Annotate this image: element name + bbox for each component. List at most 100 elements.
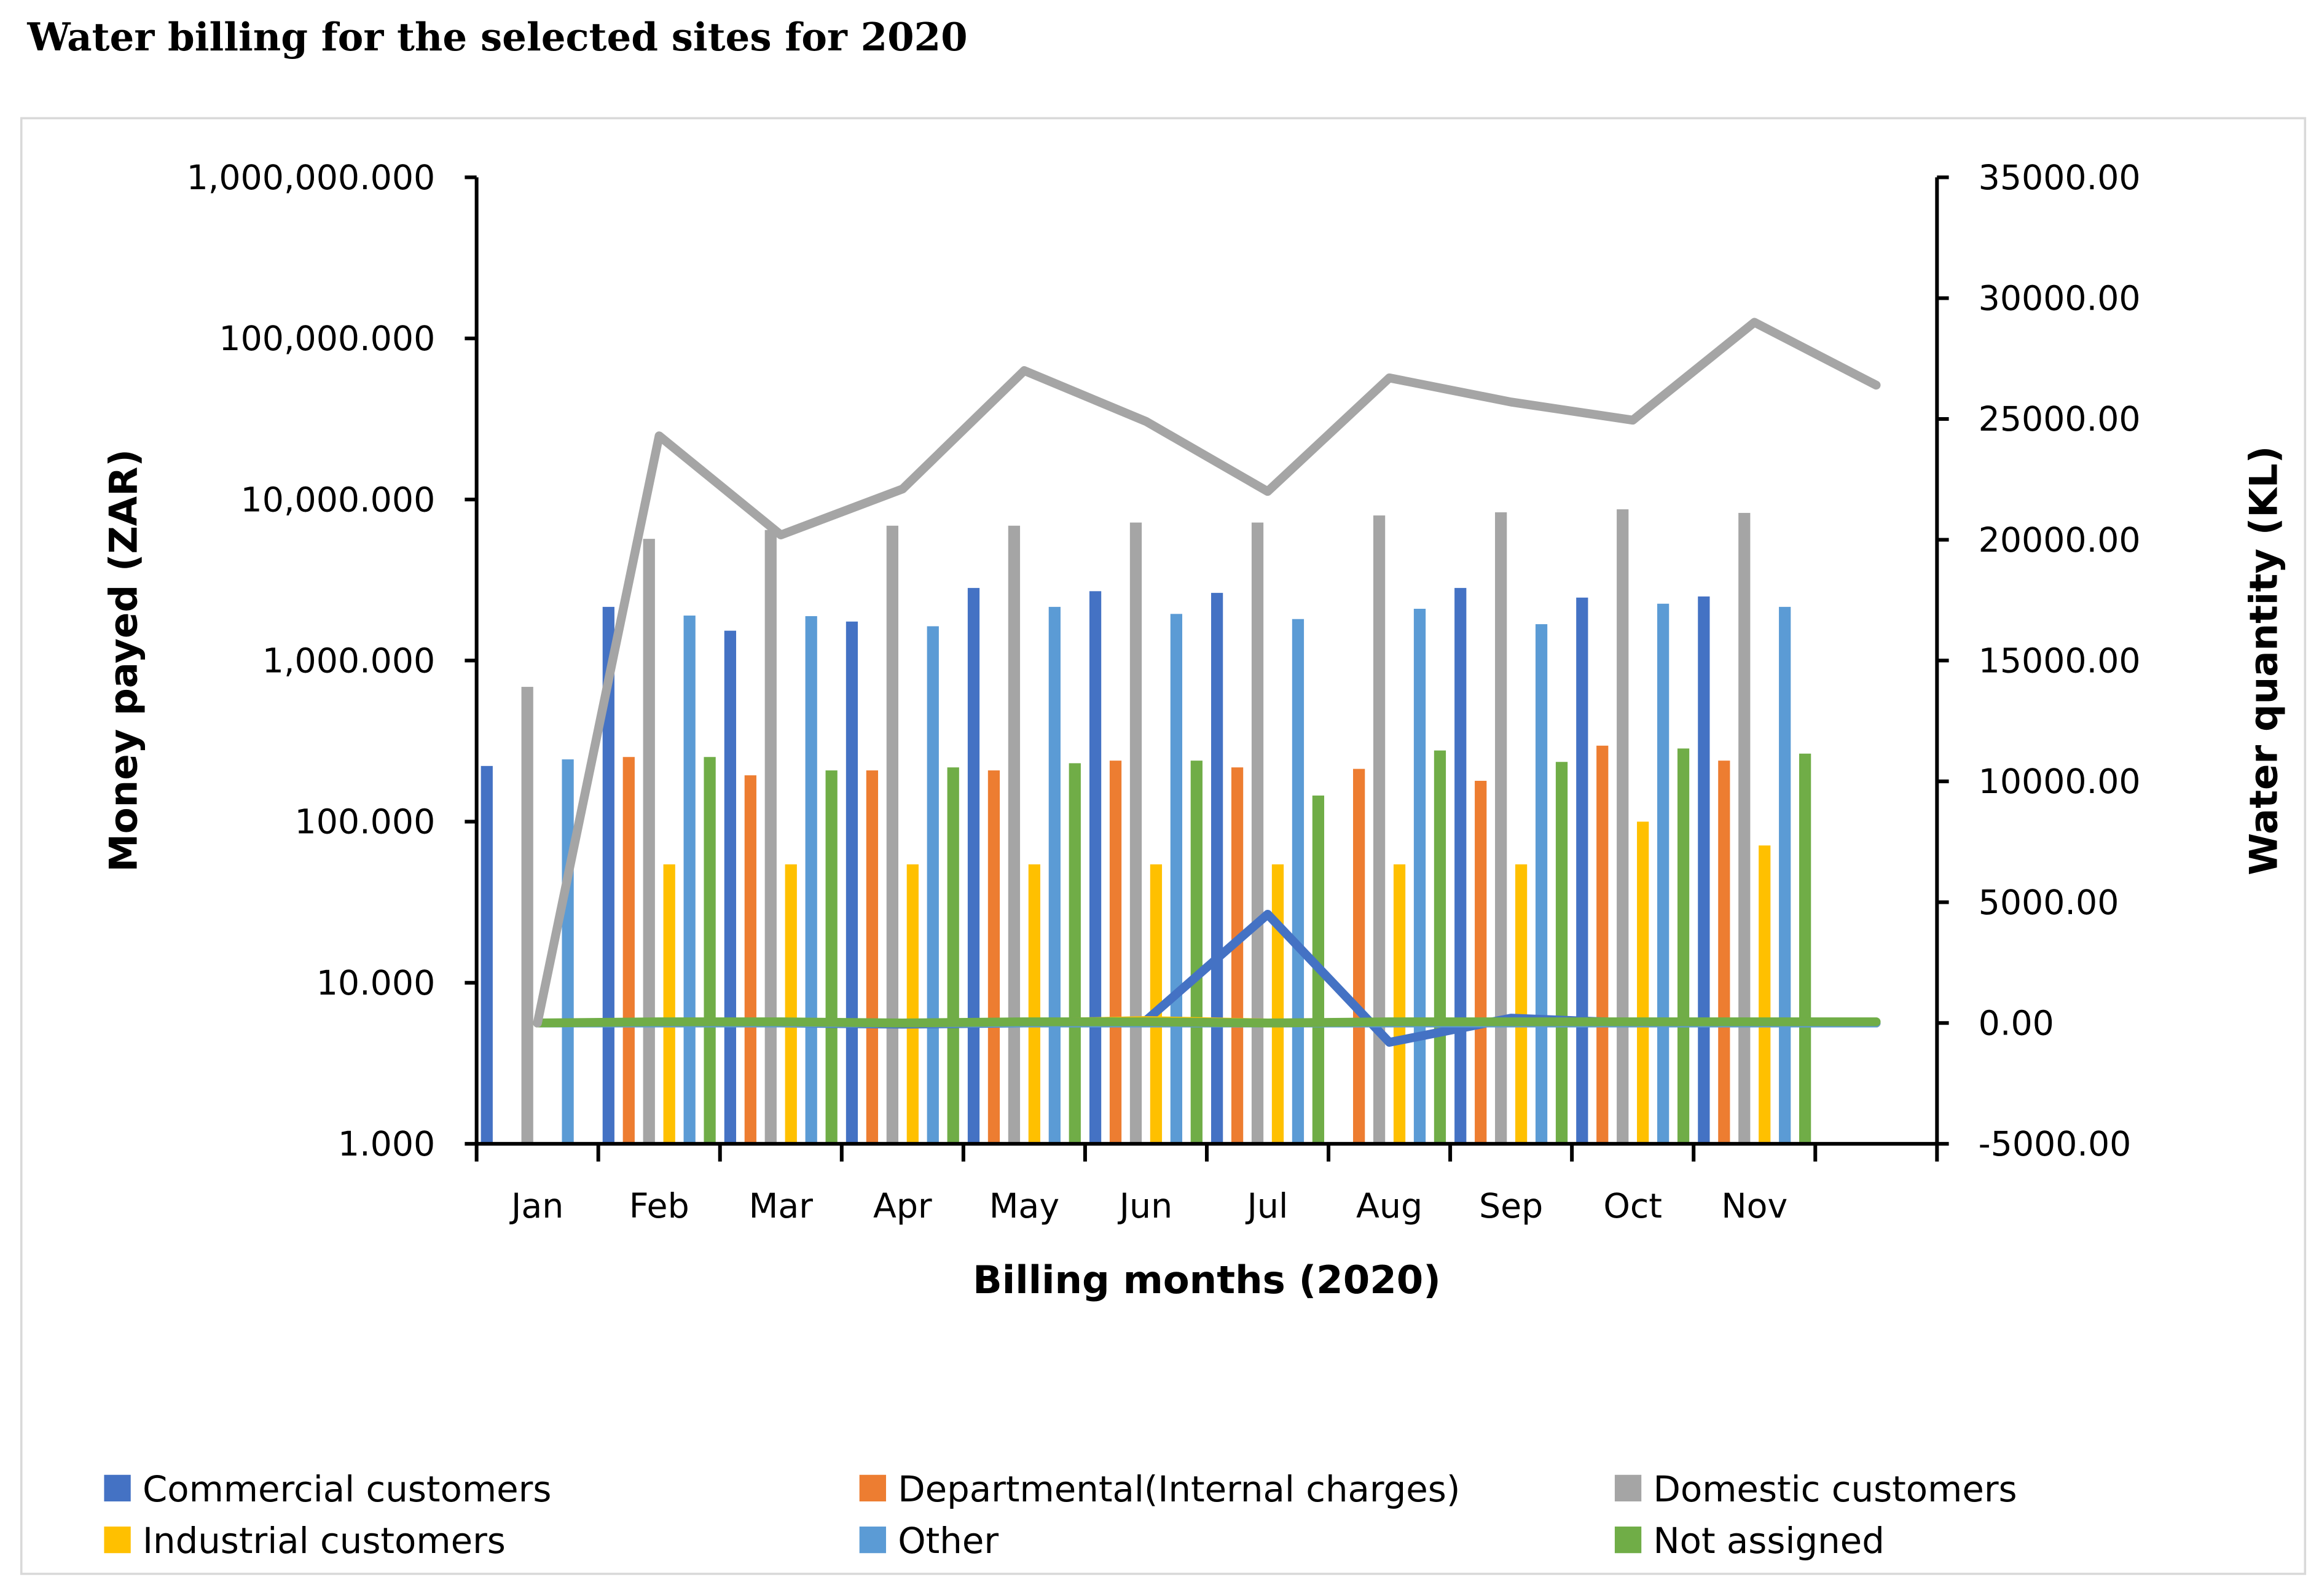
- bar-industrial-customers-Mar: [785, 864, 797, 1144]
- bar-domestic-customers-Jan: [521, 687, 533, 1144]
- bar-departmental-internal-charges--Nov: [1718, 761, 1730, 1144]
- bar-commercial-customers-Mar: [724, 630, 737, 1144]
- x-tick-label: Jul: [1246, 1187, 1289, 1226]
- bar-domestic-customers-Aug: [1373, 515, 1386, 1144]
- x-tick-label: Apr: [873, 1187, 932, 1226]
- bar-other-Aug: [1413, 608, 1426, 1144]
- x-tick-label: Feb: [629, 1187, 689, 1226]
- bar-departmental-internal-charges--Oct: [1596, 745, 1609, 1144]
- x-tick-label: Sep: [1479, 1187, 1543, 1226]
- bars: [481, 509, 1811, 1144]
- y-axis-label: Money payed (ZAR): [101, 449, 146, 872]
- bar-not-assigned-Oct: [1677, 748, 1690, 1144]
- y2-tick-label: 5000.00: [1979, 883, 2119, 923]
- lines: [533, 318, 1881, 1047]
- bar-other-Feb: [683, 616, 696, 1144]
- x-tick-label: May: [989, 1187, 1059, 1226]
- y2-tick-label: 20000.00: [1979, 521, 2141, 560]
- bar-commercial-customers-Oct: [1576, 597, 1588, 1144]
- bar-other-Mar: [805, 616, 817, 1144]
- bar-domestic-customers-Mar: [764, 530, 777, 1144]
- y-tick-label: 10,000.000: [241, 480, 436, 520]
- bar-other-Nov: [1779, 606, 1791, 1144]
- bar-departmental-internal-charges--Apr: [866, 770, 879, 1144]
- y2-tick-label: 30000.00: [1979, 280, 2141, 319]
- bar-not-assigned-Nov: [1799, 753, 1811, 1144]
- bar-commercial-customers-Jul: [1211, 593, 1223, 1144]
- legend-swatch: [1614, 1474, 1642, 1502]
- bar-commercial-customers-Apr: [846, 621, 858, 1144]
- bar-not-assigned-Feb: [704, 757, 716, 1144]
- y-tick-label: 10.000: [316, 964, 436, 1003]
- bar-commercial-customers-Nov: [1698, 596, 1710, 1144]
- legend-swatch: [1614, 1526, 1642, 1554]
- bar-domestic-customers-Jul: [1251, 522, 1264, 1144]
- bar-domestic-customers-Apr: [886, 525, 898, 1144]
- line-series-5: [533, 318, 1881, 1028]
- chart-frame: [20, 117, 2307, 1575]
- bar-industrial-customers-Oct: [1637, 821, 1649, 1144]
- bar-not-assigned-Jun: [1190, 761, 1203, 1144]
- y2-tick-label: 0.00: [1979, 1004, 2054, 1043]
- bar-domestic-customers-Jun: [1129, 522, 1142, 1144]
- bar-commercial-customers-Feb: [602, 606, 614, 1144]
- bar-departmental-internal-charges--May: [987, 770, 1000, 1144]
- bar-not-assigned-Aug: [1434, 750, 1446, 1144]
- bar-other-May: [1048, 606, 1061, 1144]
- bar-departmental-internal-charges--Sep: [1475, 781, 1487, 1144]
- bar-departmental-internal-charges--Aug: [1353, 769, 1365, 1144]
- bar-industrial-customers-Aug: [1393, 864, 1406, 1144]
- bar-domestic-customers-Oct: [1617, 509, 1629, 1144]
- bar-industrial-customers-Feb: [663, 864, 675, 1144]
- bar-industrial-customers-May: [1028, 864, 1040, 1144]
- legend-swatch: [104, 1474, 131, 1502]
- x-tick-label: Jan: [509, 1187, 563, 1226]
- y-tick-label: 100.000: [295, 803, 436, 842]
- bar-industrial-customers-Jul: [1271, 864, 1284, 1144]
- legend-label: Departmental(Internal charges): [898, 1468, 1460, 1510]
- bar-other-Sep: [1535, 624, 1548, 1144]
- line-series-4: [533, 1017, 1881, 1028]
- y2-tick-label: 15000.00: [1979, 642, 2141, 681]
- legend-label: Not assigned: [1653, 1520, 1884, 1562]
- bar-industrial-customers-Jun: [1150, 864, 1163, 1144]
- bar-commercial-customers-May: [967, 588, 980, 1144]
- y-tick-label: 1.000: [338, 1125, 435, 1164]
- legend-label: Other: [898, 1520, 999, 1562]
- bar-industrial-customers-Sep: [1515, 864, 1528, 1144]
- bar-departmental-internal-charges--Jun: [1109, 761, 1122, 1144]
- bar-commercial-customers-Sep: [1454, 588, 1467, 1144]
- legend-swatch: [859, 1526, 886, 1554]
- y-tick-label: 1,000,000.000: [187, 158, 436, 198]
- y-tick-label: 100,000.000: [219, 319, 435, 359]
- bar-industrial-customers-Apr: [906, 864, 919, 1144]
- bar-not-assigned-Sep: [1555, 762, 1568, 1144]
- bar-commercial-customers-Jun: [1089, 591, 1102, 1144]
- bar-not-assigned-May: [1069, 763, 1081, 1144]
- x-tick-label: Jun: [1118, 1187, 1172, 1226]
- y2-tick-label: -5000.00: [1979, 1125, 2132, 1164]
- bar-other-Jun: [1170, 614, 1183, 1144]
- legend-label: Industrial customers: [143, 1520, 506, 1562]
- y-tick-label: 1,000.000: [262, 642, 436, 681]
- bar-other-Oct: [1657, 603, 1670, 1144]
- x-tick-label: Aug: [1356, 1187, 1422, 1226]
- y2-tick-label: 10000.00: [1979, 762, 2141, 802]
- axes: 1.000 10.000 100.000 1,000.000 10,000.000 100…: [187, 158, 2141, 1226]
- y2-tick-label: 25000.00: [1979, 400, 2141, 439]
- legend-label: Domestic customers: [1653, 1468, 2017, 1510]
- legend-swatch: [104, 1526, 131, 1554]
- bar-departmental-internal-charges--Feb: [622, 757, 635, 1144]
- bar-departmental-internal-charges--Mar: [744, 775, 756, 1144]
- bar-not-assigned-Mar: [825, 770, 838, 1144]
- bar-domestic-customers-Feb: [643, 539, 655, 1144]
- bar-other-Jul: [1292, 619, 1305, 1144]
- chart-title: Water billing for the selected sites for…: [26, 14, 967, 60]
- legend-label: Commercial customers: [143, 1468, 551, 1510]
- bar-domestic-customers-May: [1008, 525, 1021, 1144]
- bar-not-assigned-Apr: [947, 767, 959, 1144]
- x-tick-label: Oct: [1603, 1187, 1662, 1226]
- x-tick-label: Mar: [749, 1187, 814, 1226]
- y2-tick-label: 35000.00: [1979, 158, 2141, 198]
